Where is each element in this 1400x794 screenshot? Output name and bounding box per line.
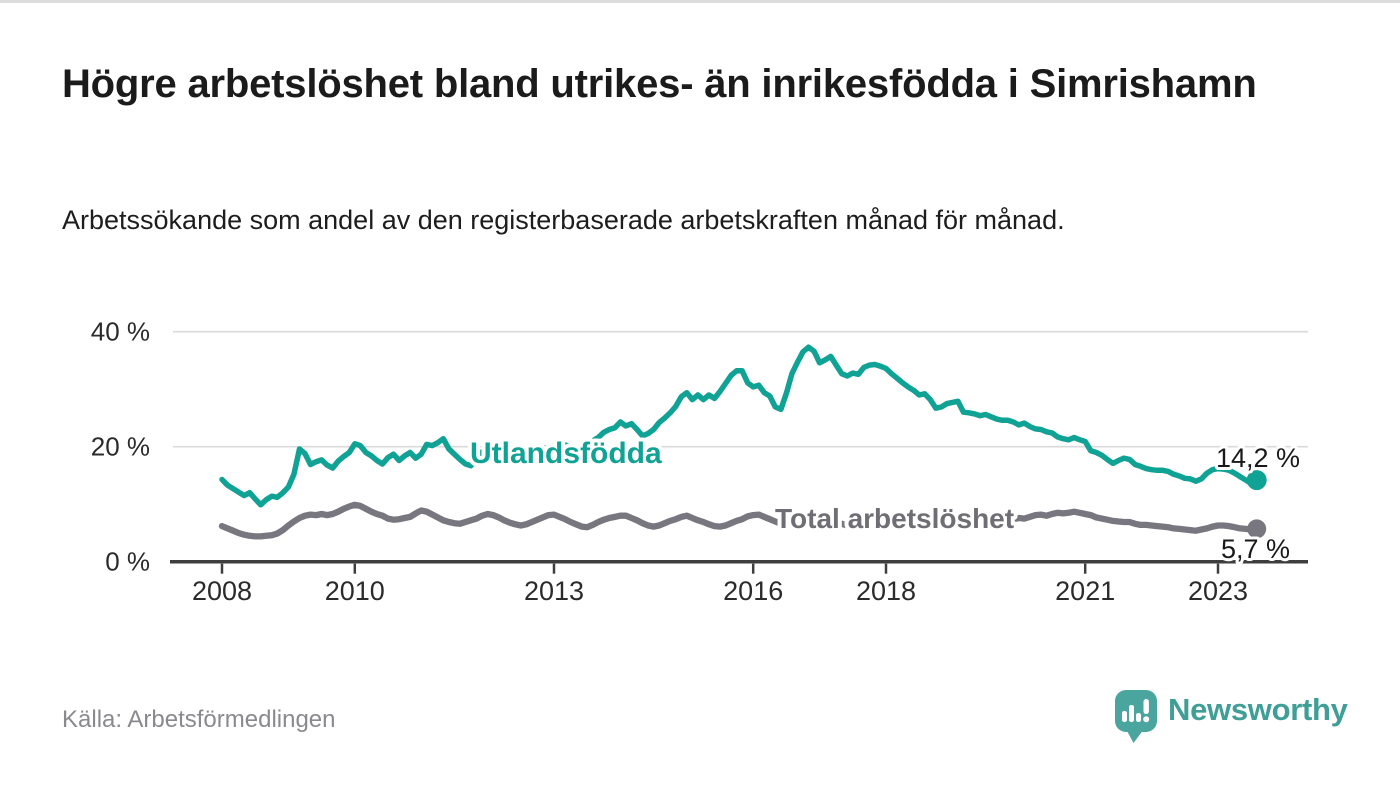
x-tick-label: 2023 [1188, 576, 1248, 606]
x-tick-label: 2008 [192, 576, 252, 606]
x-tick-label: 2016 [723, 576, 783, 606]
page-subtitle: Arbetssökande som andel av den registerb… [62, 205, 1065, 235]
x-tick-label: 2010 [325, 576, 385, 606]
x-axis [170, 559, 1308, 574]
series-label-utlandsfodda: Utlandsfödda [470, 437, 662, 470]
series-end-dots [1246, 470, 1267, 539]
total-end-dot [1247, 519, 1267, 539]
utlandsfodda-line [219, 344, 1260, 508]
exclamation-glyph [1143, 699, 1150, 723]
bar-chart-glyph [1122, 705, 1141, 722]
top-divider [0, 0, 1400, 3]
y-tick-label: 0 % [105, 547, 150, 577]
x-tick-label: 2021 [1055, 576, 1115, 606]
x-tick-label: 2013 [524, 576, 584, 606]
end-value-label-utlandsfodda: 14,2 % [1216, 443, 1300, 473]
x-axis-labels: 2008 2010 2013 2016 2018 2021 2023 [192, 576, 1248, 606]
page-title: Högre arbetslöshet bland utrikes- än inr… [62, 62, 1257, 106]
series-label-total-arbetsloshet: Total arbetslöshet [775, 503, 1014, 534]
gridlines [173, 330, 1308, 448]
newsworthy-wordmark: Newsworthy [1168, 692, 1348, 727]
newsworthy-logo[interactable]: Newsworthy [1113, 688, 1348, 744]
x-tick-label: 2018 [856, 576, 916, 606]
y-tick-label: 20 % [91, 432, 150, 462]
utlandsfodda-end-dot [1246, 470, 1267, 491]
data-series [218, 344, 1260, 540]
end-value-label-total: 5,7 % [1221, 534, 1290, 564]
total-arbetsloshet-line [218, 501, 1260, 540]
newsworthy-bubble-icon [1115, 690, 1157, 743]
y-axis-labels: 0 % 20 % 40 % [91, 317, 150, 577]
source-attribution: Källa: Arbetsförmedlingen [62, 706, 336, 733]
y-tick-label: 40 % [91, 317, 150, 347]
